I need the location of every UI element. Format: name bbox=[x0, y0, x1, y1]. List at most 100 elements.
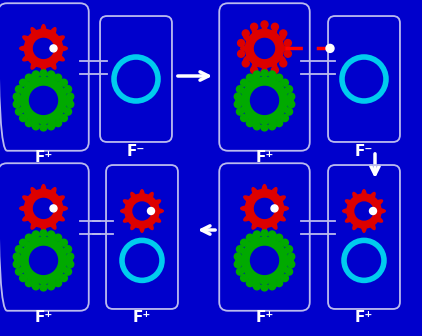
Circle shape bbox=[246, 74, 253, 81]
Circle shape bbox=[234, 93, 241, 100]
Circle shape bbox=[50, 205, 57, 212]
Circle shape bbox=[269, 231, 276, 238]
Circle shape bbox=[288, 253, 295, 260]
Circle shape bbox=[269, 123, 276, 130]
Circle shape bbox=[284, 50, 292, 57]
Circle shape bbox=[65, 246, 72, 253]
Circle shape bbox=[54, 234, 62, 241]
Circle shape bbox=[254, 38, 274, 58]
Polygon shape bbox=[20, 25, 67, 72]
Circle shape bbox=[32, 71, 39, 78]
Circle shape bbox=[242, 30, 249, 37]
Circle shape bbox=[16, 108, 22, 115]
Circle shape bbox=[271, 205, 278, 212]
Circle shape bbox=[276, 234, 283, 241]
Text: F⁺: F⁺ bbox=[255, 151, 274, 166]
Circle shape bbox=[284, 40, 292, 47]
Circle shape bbox=[48, 231, 54, 238]
Circle shape bbox=[261, 70, 268, 77]
Circle shape bbox=[276, 280, 283, 287]
Circle shape bbox=[48, 71, 54, 78]
Circle shape bbox=[40, 70, 47, 77]
Circle shape bbox=[54, 280, 62, 287]
Circle shape bbox=[40, 284, 47, 291]
Circle shape bbox=[54, 74, 62, 81]
Circle shape bbox=[19, 239, 27, 246]
Text: F⁺: F⁺ bbox=[355, 310, 373, 326]
Circle shape bbox=[32, 123, 39, 130]
Circle shape bbox=[242, 60, 249, 67]
Circle shape bbox=[19, 115, 27, 122]
Text: F⁺: F⁺ bbox=[34, 151, 53, 166]
Circle shape bbox=[246, 120, 253, 127]
Circle shape bbox=[33, 38, 54, 58]
Circle shape bbox=[54, 120, 62, 127]
Polygon shape bbox=[15, 72, 72, 129]
Circle shape bbox=[276, 74, 283, 81]
Circle shape bbox=[281, 239, 288, 246]
Circle shape bbox=[241, 275, 248, 282]
Circle shape bbox=[67, 93, 74, 100]
Circle shape bbox=[254, 198, 274, 218]
Circle shape bbox=[271, 67, 279, 74]
Polygon shape bbox=[15, 232, 72, 289]
Circle shape bbox=[40, 124, 47, 131]
Circle shape bbox=[48, 123, 54, 130]
Circle shape bbox=[280, 60, 287, 67]
Circle shape bbox=[238, 50, 245, 57]
Circle shape bbox=[65, 268, 72, 275]
Circle shape bbox=[281, 79, 288, 86]
Circle shape bbox=[67, 261, 74, 268]
Circle shape bbox=[326, 44, 334, 52]
Circle shape bbox=[30, 86, 57, 114]
Circle shape bbox=[148, 208, 154, 214]
Circle shape bbox=[60, 239, 68, 246]
Text: F⁻: F⁻ bbox=[355, 143, 373, 159]
Polygon shape bbox=[121, 190, 163, 232]
Circle shape bbox=[288, 93, 295, 100]
Circle shape bbox=[67, 101, 74, 108]
Circle shape bbox=[48, 283, 54, 290]
Circle shape bbox=[241, 239, 248, 246]
Text: F⁺: F⁺ bbox=[255, 310, 274, 326]
Circle shape bbox=[253, 231, 260, 238]
Text: F⁻: F⁻ bbox=[127, 143, 145, 159]
Circle shape bbox=[234, 101, 241, 108]
Circle shape bbox=[246, 280, 253, 287]
Circle shape bbox=[25, 280, 32, 287]
Circle shape bbox=[276, 120, 283, 127]
Circle shape bbox=[269, 283, 276, 290]
Circle shape bbox=[236, 108, 243, 115]
Circle shape bbox=[355, 202, 373, 220]
Circle shape bbox=[236, 246, 243, 253]
Circle shape bbox=[288, 261, 295, 268]
Polygon shape bbox=[241, 184, 288, 232]
Circle shape bbox=[32, 231, 39, 238]
Circle shape bbox=[246, 234, 253, 241]
Circle shape bbox=[253, 123, 260, 130]
Circle shape bbox=[16, 268, 22, 275]
Circle shape bbox=[13, 253, 20, 260]
Circle shape bbox=[50, 45, 57, 52]
Circle shape bbox=[241, 115, 248, 122]
Circle shape bbox=[19, 275, 27, 282]
Circle shape bbox=[65, 108, 72, 115]
Circle shape bbox=[25, 234, 32, 241]
Circle shape bbox=[25, 120, 32, 127]
Circle shape bbox=[261, 69, 268, 76]
Circle shape bbox=[16, 86, 22, 93]
Circle shape bbox=[286, 86, 292, 93]
Circle shape bbox=[251, 67, 257, 74]
Circle shape bbox=[13, 261, 20, 268]
Circle shape bbox=[280, 30, 287, 37]
Circle shape bbox=[60, 115, 68, 122]
Circle shape bbox=[370, 208, 376, 214]
Circle shape bbox=[269, 71, 276, 78]
Circle shape bbox=[16, 246, 22, 253]
Circle shape bbox=[281, 115, 288, 122]
Circle shape bbox=[251, 246, 279, 275]
Circle shape bbox=[286, 108, 292, 115]
Polygon shape bbox=[236, 72, 293, 129]
Circle shape bbox=[65, 86, 72, 93]
Text: F⁺: F⁺ bbox=[34, 310, 53, 326]
